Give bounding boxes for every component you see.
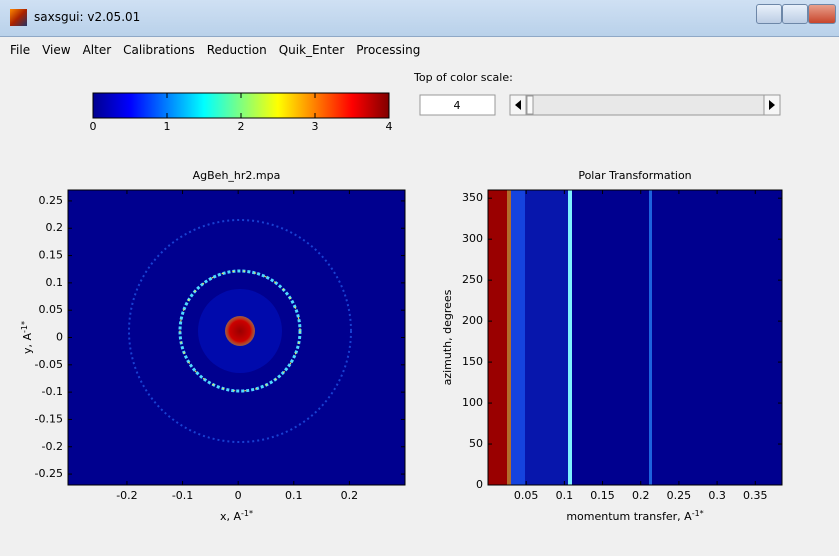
detector-image	[68, 190, 405, 485]
x-tick-label: 0.2	[341, 489, 359, 502]
y-tick-label: 0	[476, 478, 483, 491]
y-tick-label: -0.1	[42, 385, 63, 398]
y-tick-label: 350	[462, 191, 483, 204]
x-axis-label-text: x, A	[220, 510, 242, 523]
x-axis-label-text: momentum transfer, A	[566, 510, 692, 523]
y-tick-label: 0.15	[39, 249, 64, 262]
x-tick-label: -0.1	[172, 489, 193, 502]
band-edge	[507, 190, 511, 485]
colorbar-tick-label: 4	[386, 120, 393, 133]
axes-title: AgBeh_hr2.mpa	[193, 169, 281, 182]
x-axis-label: x, A-1*	[220, 509, 253, 524]
y-tick-label: 50	[469, 437, 483, 450]
y-tick-label: 0.05	[39, 303, 64, 316]
slider-thumb[interactable]	[527, 96, 533, 114]
x-tick-label: 0.3	[708, 489, 726, 502]
diffuse-region	[511, 190, 525, 485]
colorbar-tick-label: 3	[312, 120, 319, 133]
y-tick-label: -0.25	[35, 467, 63, 480]
y-tick-label: 200	[462, 314, 483, 327]
ring-streak	[568, 190, 572, 485]
x-tick-label: 0	[235, 489, 242, 502]
diffuse-region	[525, 190, 569, 485]
figure: Top of color scale: 4 0 1 2 3 4 AgBeh_hr2.mpa…	[0, 0, 839, 556]
y-tick-label: 150	[462, 355, 483, 368]
direct-beam-band	[488, 190, 507, 485]
x-axis-label-superscript: -1*	[241, 509, 253, 518]
y-tick-label: -0.15	[35, 412, 63, 425]
app: saxsgui: v2.05.01 FileViewAlterCalibrati…	[0, 0, 839, 556]
x-tick-label: 0.35	[743, 489, 768, 502]
y-tick-label: -0.05	[35, 358, 63, 371]
y-tick-label: 0.1	[46, 276, 64, 289]
color-scale-slider[interactable]	[510, 95, 780, 115]
y-axis-label-text: y, A	[21, 333, 34, 355]
x-tick-label: -0.2	[116, 489, 137, 502]
polar-image	[488, 190, 782, 485]
colorbar-tick-label: 0	[90, 120, 97, 133]
x-axis-label-superscript: -1*	[692, 509, 704, 518]
y-tick-label: 0	[56, 331, 63, 344]
x-axis-label: momentum transfer, A-1*	[566, 509, 703, 524]
x-tick-label: 0.05	[514, 489, 539, 502]
x-tick-label: 0.25	[667, 489, 692, 502]
y-tick-label: -0.2	[42, 440, 63, 453]
axes-title: Polar Transformation	[578, 169, 691, 182]
y-tick-label: 100	[462, 396, 483, 409]
y-tick-label: 300	[462, 232, 483, 245]
x-tick-label: 0.1	[285, 489, 303, 502]
y-tick-label: 250	[462, 273, 483, 286]
y-axis-label: azimuth, degrees	[441, 289, 454, 385]
y-axis-label: y, A-1*	[20, 321, 35, 354]
x-tick-label: 0.1	[556, 489, 574, 502]
x-tick-label: 0.15	[590, 489, 615, 502]
color-scale-label: Top of color scale:	[413, 71, 513, 84]
beam-center	[225, 316, 255, 346]
y-axis-label-text: azimuth, degrees	[441, 289, 454, 385]
ring-streak	[649, 190, 652, 485]
y-tick-label: 0.2	[46, 221, 64, 234]
x-tick-label: 0.2	[632, 489, 650, 502]
colorbar-tick-label: 1	[164, 120, 171, 133]
colorbar-tick-label: 2	[238, 120, 245, 133]
color-scale-value: 4	[454, 99, 461, 112]
y-axis-label-superscript: -1*	[20, 321, 29, 333]
y-tick-label: 0.25	[39, 194, 64, 207]
